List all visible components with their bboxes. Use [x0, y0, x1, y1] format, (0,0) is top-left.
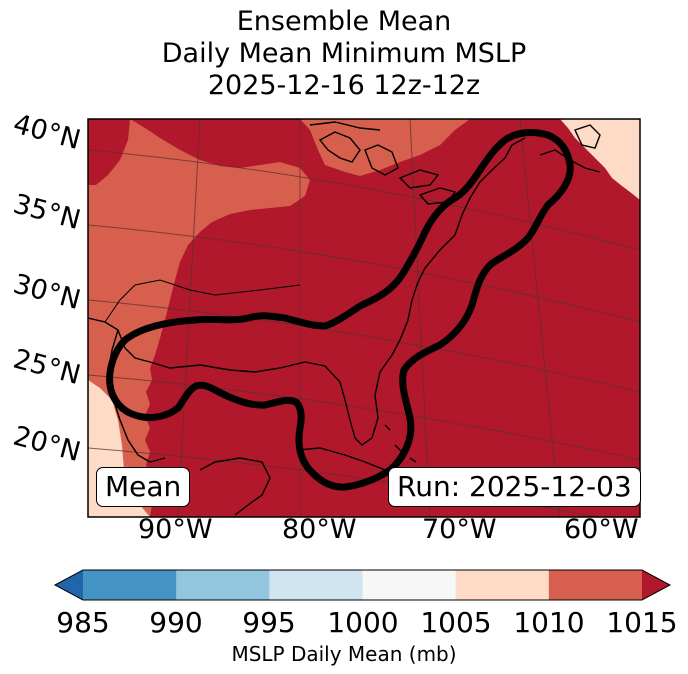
- cb-tick-990: 990: [149, 606, 203, 639]
- colorbar-extend-high: [642, 570, 670, 600]
- run-label: Run: 2025-12-03: [388, 467, 641, 507]
- cb-tick-1010: 1010: [513, 606, 585, 639]
- colorbar-outline: [53, 569, 672, 601]
- cb-tick-1015: 1015: [606, 606, 678, 639]
- colorbar-segment: [269, 570, 363, 600]
- ensemble-contour: [106, 129, 574, 491]
- colorbar: [53, 569, 672, 601]
- colorbar-segment: [362, 570, 457, 600]
- map-frame: [87, 118, 641, 518]
- colorbar-segment: [83, 570, 177, 600]
- title-line-2: Daily Mean Minimum MSLP: [161, 38, 527, 69]
- cb-tick-995: 995: [242, 606, 296, 639]
- colorbar-segment: [548, 570, 643, 600]
- cb-tick-1000: 1000: [327, 606, 399, 639]
- lon-label-70: 70°W: [422, 514, 497, 545]
- mean-label: Mean: [96, 467, 191, 507]
- colorbar-extend-low: [55, 570, 83, 600]
- title-line-3: 2025-12-16 12z-12z: [207, 70, 481, 101]
- cb-tick-1005: 1005: [420, 606, 492, 639]
- title-line-1: Ensemble Mean: [236, 6, 452, 37]
- cb-tick-985: 985: [56, 606, 110, 639]
- colorbar-segment: [176, 570, 270, 600]
- lon-label-80: 80°W: [282, 514, 357, 545]
- lon-label-60: 60°W: [564, 514, 639, 545]
- colorbar-label: MSLP Daily Mean (mb): [231, 642, 457, 666]
- colorbar-segment: [455, 570, 550, 600]
- lon-label-90: 90°W: [138, 514, 213, 545]
